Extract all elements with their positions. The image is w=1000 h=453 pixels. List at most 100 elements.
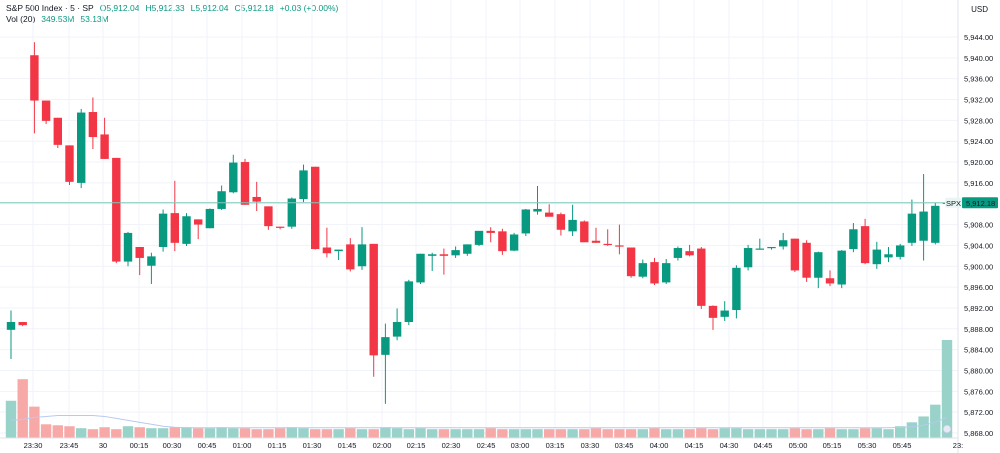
price-tick-label: 5,896.00	[964, 283, 993, 292]
candle-body	[545, 212, 554, 217]
volume-bar	[906, 422, 918, 438]
candle	[275, 226, 285, 230]
time-tick-label: 03:15	[546, 441, 565, 450]
time-axis: 23:30 23:45 30 00:15 00:30 00:45 01:00 01:15 01:…	[0, 437, 963, 450]
candle-body	[697, 248, 706, 306]
volume-bar	[520, 429, 531, 438]
candle	[872, 241, 881, 269]
time-tick-label: 05:15	[823, 441, 842, 450]
volume-bar	[181, 427, 192, 438]
candle	[603, 229, 612, 246]
candle-body	[603, 243, 612, 246]
change-value: +0.03 (+0.00%)	[279, 3, 339, 13]
candle-body	[521, 209, 530, 234]
price-tick-label: 5,928.00	[964, 116, 993, 125]
candle	[428, 252, 437, 271]
volume-bar	[438, 429, 450, 438]
volume-bar	[707, 429, 719, 438]
volume-bar	[345, 428, 356, 438]
volume-bar	[684, 429, 695, 438]
time-tick-label: 03:45	[615, 441, 634, 450]
candle	[615, 224, 624, 255]
candle-body	[790, 238, 800, 271]
volume-bar	[824, 428, 836, 438]
volume-bar	[415, 428, 426, 438]
candle	[240, 158, 250, 205]
candle-body	[100, 134, 109, 159]
candle	[814, 251, 823, 289]
candle	[194, 219, 203, 240]
volume-bar	[778, 429, 789, 438]
candle-body	[30, 55, 39, 101]
volume-bar	[555, 429, 567, 438]
candle-body	[755, 248, 764, 250]
candle-body	[334, 249, 343, 252]
time-tick-label: 01:30	[303, 441, 322, 450]
candle	[229, 154, 238, 194]
volume-bar	[848, 429, 859, 438]
time-tick-label: 01:15	[268, 441, 287, 450]
candle-body	[217, 191, 226, 209]
volume-bar	[473, 429, 485, 438]
candle	[53, 117, 62, 148]
volume-bar	[661, 429, 672, 438]
volume-bar	[239, 428, 251, 438]
volume-bar	[274, 428, 286, 438]
volume-bar	[76, 428, 87, 438]
candle-body	[556, 214, 566, 230]
price-tick-label: 5,868.00	[964, 429, 993, 438]
volume-bar	[485, 428, 496, 438]
candle-body	[907, 213, 917, 243]
candle	[802, 240, 811, 282]
candle	[182, 213, 191, 246]
time-tick-label: 03:30	[581, 441, 600, 450]
volume-label[interactable]: Vol (20)	[6, 14, 36, 24]
candle	[135, 246, 144, 276]
volume-bar	[29, 406, 40, 438]
open-value: O5,912.04	[99, 3, 140, 13]
volume-bar	[895, 426, 906, 438]
candle-body	[322, 247, 332, 254]
price-tick-label: 5,888.00	[964, 325, 993, 334]
volume-bar	[871, 428, 882, 438]
time-tick-label: 23:45	[60, 441, 79, 450]
candle-body	[849, 229, 858, 250]
candle-body	[135, 246, 144, 258]
symbol-title[interactable]: S&P 500 Index · 5 · SP	[6, 3, 94, 13]
volume-bar	[719, 428, 730, 438]
candle-body	[872, 249, 881, 265]
candle-body	[182, 216, 191, 244]
candle	[685, 244, 694, 257]
candle-body	[357, 244, 367, 267]
price-tick-label: 5,880.00	[964, 366, 993, 375]
candle-body	[346, 244, 355, 270]
candle-body	[615, 245, 624, 247]
volume-bar	[696, 428, 707, 438]
candle-body	[287, 198, 296, 227]
volume-bar	[321, 429, 333, 438]
candle-body	[439, 254, 449, 256]
volume-ma-polyline	[10, 414, 948, 429]
volume-bar	[625, 429, 637, 438]
candle	[884, 246, 893, 263]
candle	[919, 174, 928, 261]
volume-bar	[614, 429, 625, 438]
candle	[474, 230, 484, 246]
time-tick-label: 05:30	[858, 441, 877, 450]
candle	[30, 42, 39, 134]
candle	[6, 310, 16, 360]
candle-body	[240, 162, 250, 205]
candle-body	[123, 232, 133, 262]
volume-bar	[532, 429, 543, 438]
candle	[158, 209, 168, 252]
volume-bar	[544, 429, 555, 438]
candle	[896, 243, 905, 260]
candle	[580, 220, 589, 243]
volume-bar	[310, 429, 321, 438]
candle-body	[451, 250, 460, 256]
volume-bar	[356, 429, 368, 438]
candle-body	[931, 205, 940, 243]
currency-label[interactable]: USD	[971, 5, 988, 14]
candle	[463, 244, 472, 256]
